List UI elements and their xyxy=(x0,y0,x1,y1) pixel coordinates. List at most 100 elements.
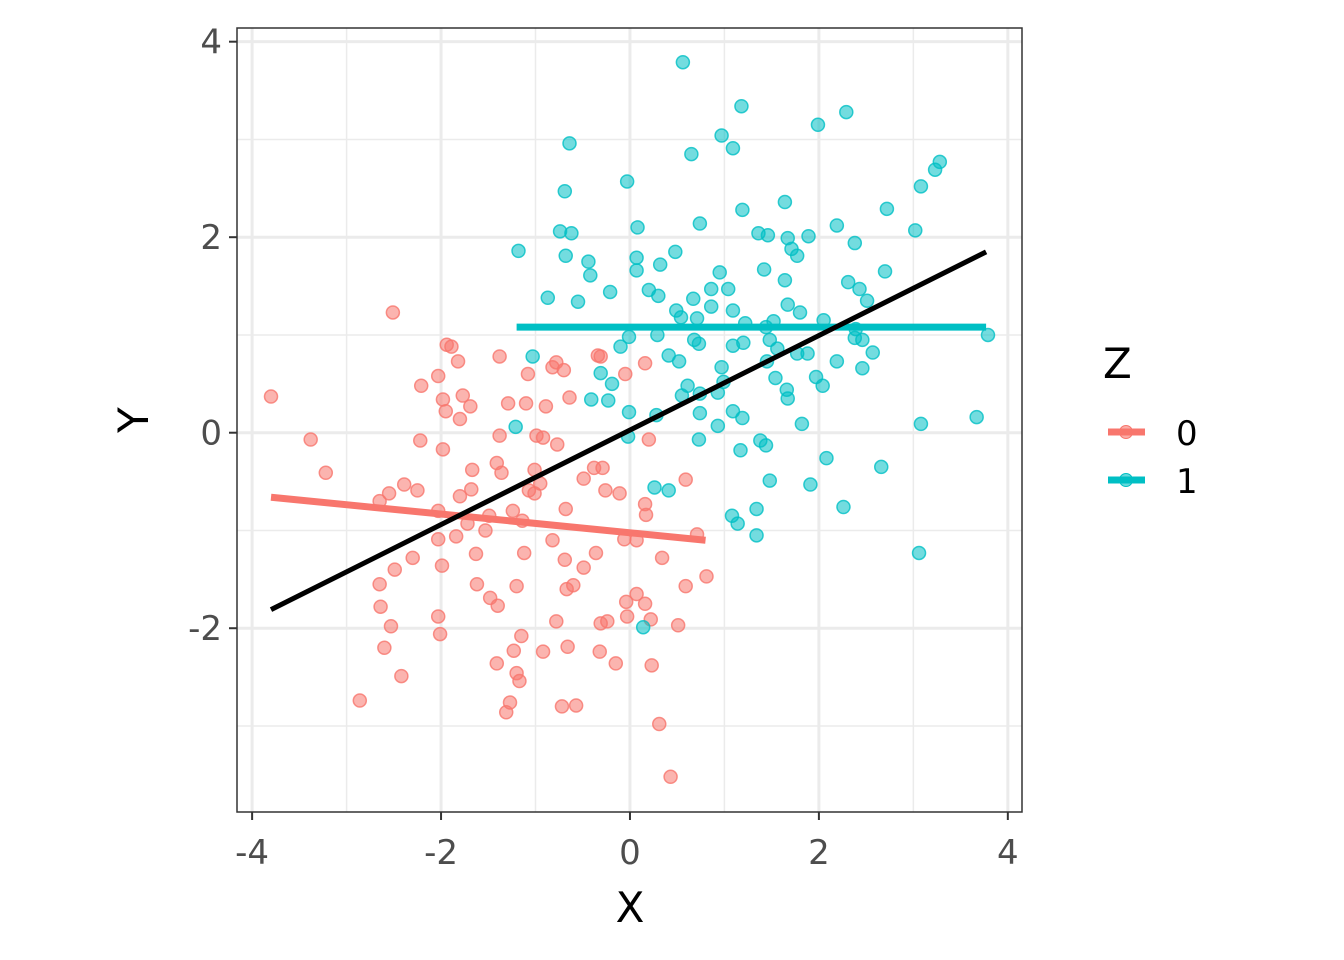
data-point-z1 xyxy=(703,299,719,314)
data-point-z1 xyxy=(768,370,783,386)
data-point-z1 xyxy=(691,336,707,352)
data-point-z1 xyxy=(684,146,699,162)
data-point-z1 xyxy=(671,354,687,369)
data-point-z0 xyxy=(455,388,471,403)
data-point-z1 xyxy=(602,284,618,300)
data-point-z0 xyxy=(566,577,581,593)
data-point-z0 xyxy=(263,389,279,404)
data-point-z1 xyxy=(800,346,815,361)
data-point-z0 xyxy=(644,658,659,673)
data-point-z1 xyxy=(829,354,845,369)
data-point-z1 xyxy=(840,274,856,290)
data-point-z1 xyxy=(557,184,573,199)
data-point-z0 xyxy=(430,368,446,384)
legend-key-1 xyxy=(1119,473,1133,487)
data-point-z0 xyxy=(576,471,591,486)
data-point-z1 xyxy=(855,332,870,348)
x-tick-label: -2 xyxy=(424,833,458,873)
data-point-z1 xyxy=(819,450,834,466)
data-point-z1 xyxy=(525,349,540,364)
data-point-z0 xyxy=(469,576,485,592)
data-point-z0 xyxy=(405,550,420,566)
data-point-z0 xyxy=(498,705,514,720)
data-point-z0 xyxy=(512,673,527,689)
data-point-z1 xyxy=(911,545,927,561)
data-point-z1 xyxy=(749,501,764,517)
data-point-z0 xyxy=(464,462,480,478)
data-point-z0 xyxy=(430,532,446,547)
data-point-z0 xyxy=(410,483,425,498)
data-point-z0 xyxy=(637,596,653,612)
data-point-z0 xyxy=(383,619,399,634)
data-point-z1 xyxy=(879,201,895,217)
data-point-z0 xyxy=(450,354,466,369)
data-point-z0 xyxy=(452,411,468,427)
data-point-z1 xyxy=(621,404,637,420)
y-tick-label: 2 xyxy=(200,218,222,258)
data-point-z0 xyxy=(637,356,653,371)
data-point-z0 xyxy=(514,628,529,644)
data-point-z1 xyxy=(652,257,668,272)
grid-lines xyxy=(237,28,1022,812)
data-point-z0 xyxy=(506,643,522,658)
data-point-z1 xyxy=(762,473,778,488)
data-point-z1 xyxy=(540,290,556,306)
data-point-z0 xyxy=(430,609,446,624)
data-point-z0 xyxy=(463,399,478,414)
data-point-z1 xyxy=(810,117,826,133)
data-point-z0 xyxy=(595,460,610,476)
x-tick-label: 2 xyxy=(808,833,830,873)
data-point-z0 xyxy=(381,486,397,501)
data-point-z0 xyxy=(618,594,634,610)
data-point-z0 xyxy=(699,569,714,584)
data-point-z1 xyxy=(570,294,586,309)
x-axis-ticks: -4 -2 0 2 4 xyxy=(235,812,1019,873)
data-point-z0 xyxy=(549,614,564,629)
legend-label-0: 0 xyxy=(1176,414,1198,454)
data-point-z1 xyxy=(635,619,651,635)
data-point-z0 xyxy=(562,390,577,405)
data-point-z1 xyxy=(668,244,683,260)
data-point-z1 xyxy=(829,218,845,233)
data-point-z0 xyxy=(373,599,388,614)
data-point-z0 xyxy=(598,483,613,498)
data-point-z0 xyxy=(394,668,409,684)
data-point-z0 xyxy=(558,501,573,517)
data-point-z1 xyxy=(593,365,608,381)
data-point-z1 xyxy=(712,265,727,280)
data-point-z1 xyxy=(734,98,749,114)
data-point-z1 xyxy=(692,405,708,421)
data-point-z1 xyxy=(673,310,689,325)
data-point-z0 xyxy=(396,477,412,492)
data-point-z1 xyxy=(619,174,635,189)
data-point-z1 xyxy=(815,378,830,394)
data-point-z1 xyxy=(725,140,741,156)
data-point-z0 xyxy=(641,432,657,447)
data-point-z1 xyxy=(581,254,596,269)
data-point-z1 xyxy=(630,220,645,235)
data-point-z1 xyxy=(756,262,772,277)
data-point-z1 xyxy=(877,264,893,279)
data-point-z0 xyxy=(520,366,536,382)
data-point-z1 xyxy=(927,162,943,177)
data-point-z0 xyxy=(612,486,627,501)
data-point-z1 xyxy=(661,483,676,498)
fit-line-z0 xyxy=(270,493,706,544)
data-point-z0 xyxy=(629,586,644,602)
data-point-z0 xyxy=(600,614,615,629)
legend-label-1: 1 xyxy=(1176,462,1198,502)
fit-lines xyxy=(269,249,988,612)
data-point-z1 xyxy=(714,128,729,143)
data-point-z0 xyxy=(518,396,534,411)
data-point-z1 xyxy=(686,291,701,307)
data-point-z0 xyxy=(352,693,368,708)
data-point-z0 xyxy=(478,523,493,538)
data-point-z1 xyxy=(801,228,816,244)
data-point-z1 xyxy=(908,223,923,238)
data-point-z1 xyxy=(855,360,870,376)
data-point-z0 xyxy=(557,552,573,568)
data-point-z0 xyxy=(435,392,451,407)
data-point-z1 xyxy=(777,194,793,210)
data-point-z0 xyxy=(670,618,686,633)
